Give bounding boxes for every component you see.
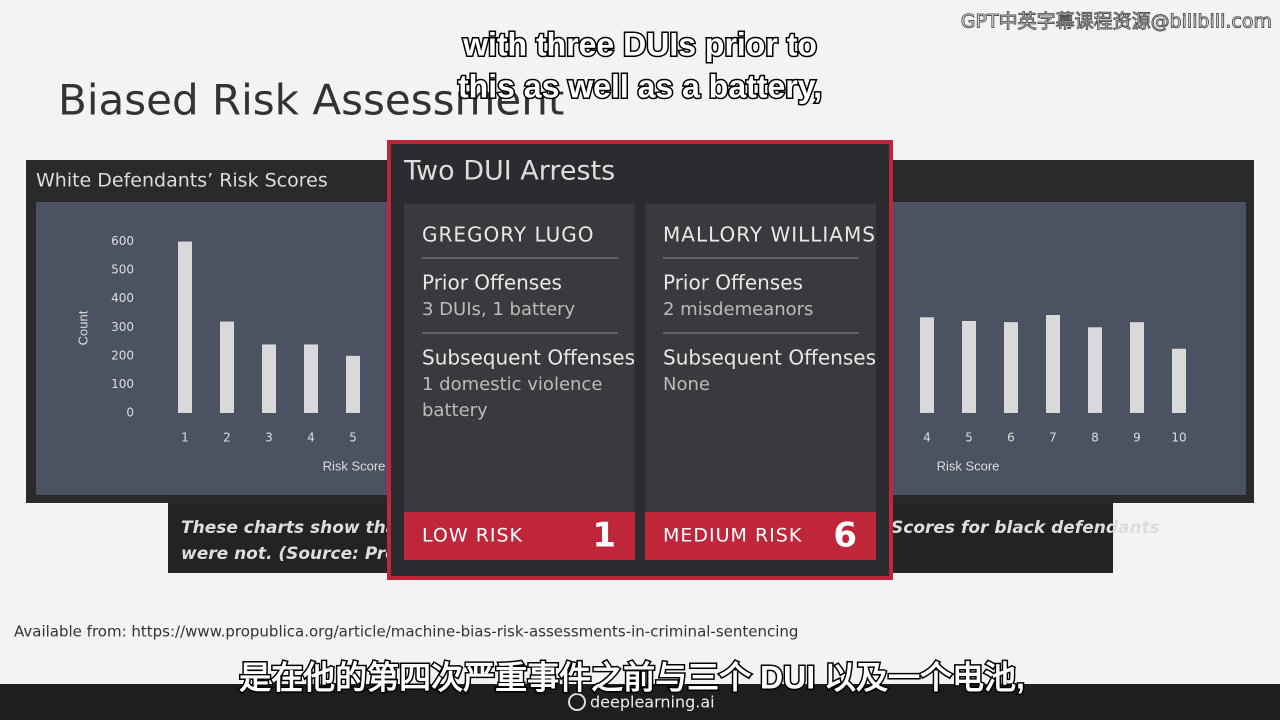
subtitle: this as well as a battery,	[458, 68, 822, 104]
x-tick-label: 4	[923, 431, 931, 445]
card-title: Two DUI Arrests	[403, 156, 615, 187]
watermark: GPT中英字幕课程资源@bilibili.com	[961, 11, 1272, 33]
value: 1 domestic violence	[422, 374, 602, 395]
bar	[220, 321, 234, 413]
bar	[1046, 315, 1060, 413]
subtitle: 是在他的第四次严重事件之前与三个 DUI 以及一个电池,	[239, 659, 1025, 695]
label: Subsequent Offenses	[422, 346, 635, 370]
bar	[346, 355, 360, 413]
value: 2 misdemeanors	[663, 299, 813, 320]
footer-bar	[0, 684, 1280, 720]
chart-title: White Defendants’ Risk Scores	[36, 170, 328, 192]
label: Prior Offenses	[663, 271, 803, 295]
y-tick-label: 0	[126, 406, 134, 420]
mugshot-panel	[404, 204, 635, 560]
brand-logo	[568, 693, 586, 711]
person-name: MALLORY WILLIAMS	[663, 223, 876, 247]
x-tick-label: 1	[181, 431, 189, 445]
risk-score: 6	[833, 516, 857, 556]
label: Subsequent Offenses	[663, 346, 876, 370]
x-tick-label: 9	[1133, 431, 1141, 445]
caption: Scores for black defendants	[891, 518, 1160, 538]
risk-label: LOW RISK	[422, 525, 523, 547]
risk-box	[645, 512, 876, 560]
x-tick-label: 5	[965, 431, 973, 445]
slide-title: Biased Risk Assessment	[58, 76, 564, 125]
value: None	[663, 374, 710, 395]
subtitle: with three DUIs prior to	[462, 26, 817, 62]
brand: deeplearning.ai	[590, 693, 715, 712]
risk-label: MEDIUM RISK	[663, 525, 802, 547]
bar	[1088, 327, 1102, 413]
bar	[1130, 322, 1144, 413]
risk-score: 1	[592, 516, 616, 556]
x-tick-label: 8	[1091, 431, 1099, 445]
bar	[1172, 348, 1186, 413]
x-axis-label: Risk Score	[937, 458, 1000, 473]
bar	[920, 317, 934, 413]
x-tick-label: 7	[1049, 431, 1057, 445]
person-name: GREGORY LUGO	[422, 223, 595, 247]
y-tick-label: 300	[111, 320, 134, 334]
label: Prior Offenses	[422, 271, 562, 295]
value: battery	[422, 400, 488, 421]
x-tick-label: 2	[223, 431, 231, 445]
y-tick-label: 400	[111, 291, 134, 305]
x-axis-label: Risk Score	[323, 458, 386, 473]
bar	[304, 344, 318, 413]
source: Available from: https://www.propublica.o…	[14, 623, 798, 641]
y-tick-label: 100	[111, 377, 134, 391]
risk-box	[404, 512, 635, 560]
bar	[1004, 322, 1018, 413]
plot-area	[36, 202, 392, 495]
caption: These charts show that scor	[181, 518, 453, 538]
x-tick-label: 5	[349, 431, 357, 445]
y-tick-label: 500	[111, 263, 134, 277]
y-tick-label: 600	[111, 234, 134, 248]
x-tick-label: 6	[1007, 431, 1015, 445]
y-axis-label: Count	[75, 310, 90, 345]
plot-area	[888, 202, 1246, 495]
x-tick-label: 3	[265, 431, 273, 445]
value: 3 DUIs, 1 battery	[422, 299, 576, 320]
bar	[962, 321, 976, 413]
caption: were not. (Source: ProPublic	[181, 544, 455, 564]
bar	[178, 241, 192, 413]
x-tick-label: 10	[1171, 431, 1186, 445]
bar	[262, 344, 276, 413]
mugshot-panel	[645, 204, 876, 560]
y-tick-label: 200	[111, 348, 134, 362]
x-tick-label: 4	[307, 431, 315, 445]
